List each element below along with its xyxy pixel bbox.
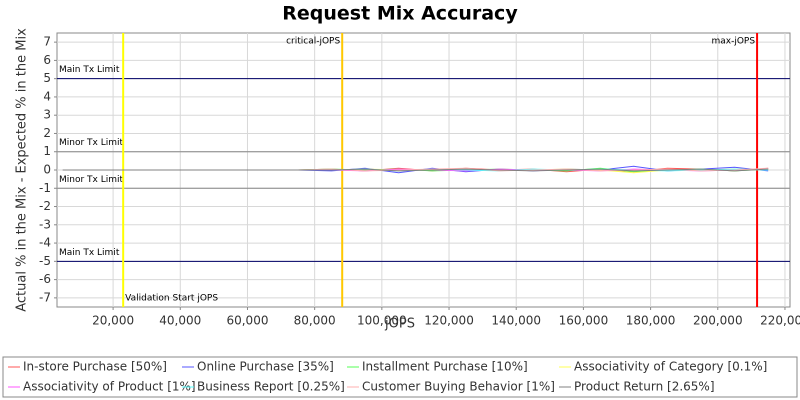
y-tick-label: 6 xyxy=(43,53,51,67)
y-tick-label: -4 xyxy=(39,236,51,250)
chart-title: Request Mix Accuracy xyxy=(282,3,518,25)
legend-label: Product Return [2.65%] xyxy=(574,380,715,394)
y-tick-label: -3 xyxy=(39,217,51,231)
x-tick-label: 180,000 xyxy=(626,314,676,328)
legend-label: Associativity of Category [0.1%] xyxy=(574,360,767,374)
x-tick-label: 40,000 xyxy=(159,314,201,328)
legend-label: Customer Buying Behavior [1%] xyxy=(362,380,555,394)
y-tick-label: 4 xyxy=(43,89,51,103)
legend-label: Associativity of Product [1%] xyxy=(23,380,196,394)
x-tick-label: 200,000 xyxy=(693,314,743,328)
y-tick-label: -6 xyxy=(39,272,51,286)
series-line xyxy=(62,168,769,172)
y-tick-label: 0 xyxy=(43,163,51,177)
y-tick-label: -7 xyxy=(39,290,51,304)
legend-label: Online Purchase [35%] xyxy=(197,360,334,374)
y-tick-label: 3 xyxy=(43,108,51,122)
legend-label: In-store Purchase [50%] xyxy=(23,360,167,374)
legend-label: Business Report [0.25%] xyxy=(197,380,345,394)
legend xyxy=(2,356,798,398)
limit-label: Main Tx Limit xyxy=(59,65,120,75)
x-tick-label: 100,000 xyxy=(357,314,407,328)
limit-label: Minor Tx Limit xyxy=(59,175,124,185)
legend-label: Installment Purchase [10%] xyxy=(362,360,528,374)
marker-label: Validation Start jOPS xyxy=(125,294,218,304)
x-tick-label: 160,000 xyxy=(559,314,609,328)
x-axis-label: jOPS xyxy=(384,317,415,332)
y-axis-label: Actual % in the Mix - Expected % in the … xyxy=(15,28,30,312)
y-tick-label: -2 xyxy=(39,199,51,213)
y-tick-label: 7 xyxy=(43,35,51,49)
y-tick-label: 1 xyxy=(43,144,51,158)
y-tick-label: -1 xyxy=(39,181,51,195)
marker-label: critical-jOPS xyxy=(286,37,340,47)
x-tick-label: 220,000 xyxy=(760,314,800,328)
x-tick-label: 120,000 xyxy=(424,314,474,328)
x-tick-label: 80,000 xyxy=(294,314,336,328)
y-tick-label: 5 xyxy=(43,71,51,85)
marker-label: max-jOPS xyxy=(711,37,755,47)
limit-label: Minor Tx Limit xyxy=(59,138,124,148)
x-tick-label: 20,000 xyxy=(92,314,134,328)
y-tick-label: -5 xyxy=(39,254,51,268)
y-tick-label: 2 xyxy=(43,126,51,140)
x-tick-label: 140,000 xyxy=(491,314,541,328)
x-tick-label: 60,000 xyxy=(226,314,268,328)
limit-label: Main Tx Limit xyxy=(59,248,120,258)
